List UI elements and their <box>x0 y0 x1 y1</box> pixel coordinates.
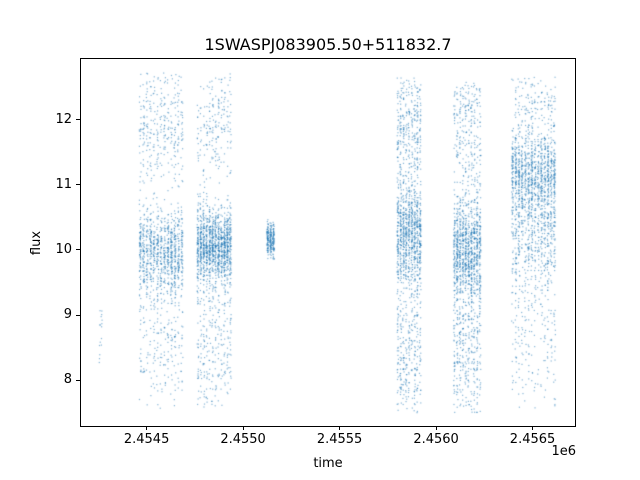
x-tick-label: 2.4555 <box>316 432 363 447</box>
y-tick-label: 11 <box>55 176 72 192</box>
x-tick-label: 2.4550 <box>220 432 266 447</box>
x-axis-offset-label: 1e6 <box>551 444 576 459</box>
y-tick-mark <box>76 184 80 186</box>
y-tick-mark <box>76 314 80 316</box>
y-tick-label: 9 <box>63 307 72 323</box>
x-tick-mark <box>242 426 244 430</box>
x-tick-mark <box>435 426 437 430</box>
y-tick-label: 10 <box>55 241 72 257</box>
y-tick-label: 12 <box>55 111 72 127</box>
x-tick-mark <box>532 426 534 430</box>
x-tick-label: 2.4565 <box>509 432 556 447</box>
y-tick-mark <box>76 119 80 121</box>
scatter-canvas <box>81 59 575 426</box>
y-tick-mark <box>76 249 80 251</box>
x-tick-mark <box>339 426 341 430</box>
y-tick-mark <box>76 379 80 381</box>
x-tick-label: 2.4560 <box>413 432 459 447</box>
x-tick-label: 2.4545 <box>123 432 170 447</box>
x-axis-label: time <box>313 456 343 471</box>
plot-area <box>80 58 576 427</box>
chart-title: 1SWASPJ083905.50+511832.7 <box>204 35 452 54</box>
x-tick-mark <box>146 426 148 430</box>
y-tick-label: 8 <box>63 372 72 388</box>
